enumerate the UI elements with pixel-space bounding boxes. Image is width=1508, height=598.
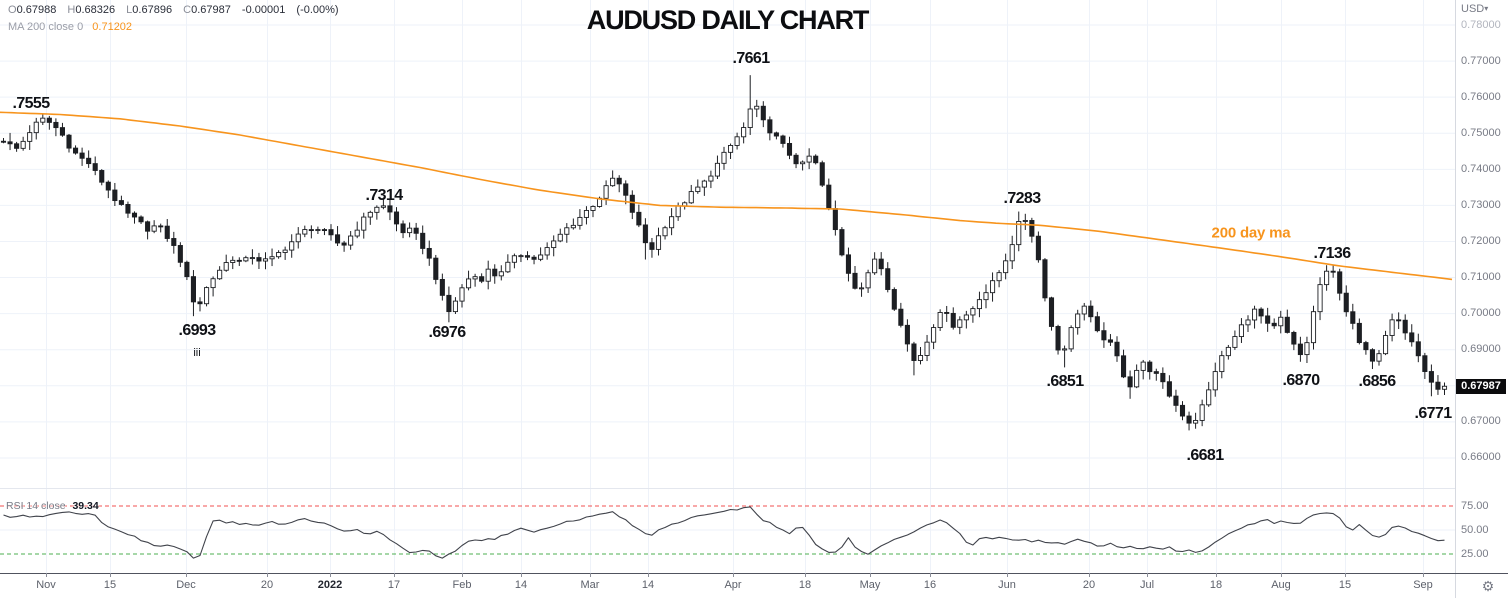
- price-axis-tick: 0.69000: [1461, 343, 1501, 356]
- price-axis-tick: 0.76000: [1461, 90, 1501, 103]
- ma-study-label: MA 200 close 0: [8, 21, 84, 33]
- time-axis-label: 20: [1082, 579, 1096, 591]
- currency-dropdown[interactable]: USD▾: [1461, 3, 1488, 15]
- price-annotation: .7555: [12, 95, 50, 112]
- price-axis-tick: 0.73000: [1461, 198, 1501, 211]
- time-axis-label: 17: [387, 579, 401, 591]
- price-axis-tick: 0.70000: [1461, 307, 1501, 320]
- price-annotation: .7283: [1003, 190, 1041, 207]
- time-axis-label: 18: [798, 579, 812, 591]
- rsi-axis-tick: 75.00: [1461, 499, 1489, 512]
- rsi-study-value: 39.34: [72, 500, 99, 512]
- price-axis-tick: 0.75000: [1461, 126, 1501, 139]
- price-axis-tick: 0.72000: [1461, 234, 1501, 247]
- ma-study-row: MA 200 close 0 0.71202: [8, 21, 132, 33]
- currency-label: USD: [1461, 3, 1485, 15]
- time-axis-label: Dec: [176, 579, 196, 591]
- chart-title: AUDUSD DAILY CHART: [586, 5, 870, 35]
- price-annotation: .6856: [1358, 373, 1396, 390]
- price-axis-tick: 0.77000: [1461, 54, 1501, 67]
- price-annotation: .6771: [1414, 405, 1452, 422]
- time-axis-label: Jun: [998, 579, 1016, 591]
- time-axis-label: 14: [514, 579, 528, 591]
- time-axis-label: Nov: [36, 579, 56, 591]
- ma-line-label: 200 day ma: [1211, 224, 1291, 242]
- open-value: 0.67988: [16, 4, 57, 16]
- settings-gear-icon[interactable]: ⚙: [1481, 578, 1495, 594]
- time-axis-label: 14: [641, 579, 655, 591]
- time-axis-label: Jul: [1139, 579, 1155, 591]
- price-annotation: .7661: [732, 50, 770, 67]
- rsi-axis-tick: 25.00: [1461, 547, 1489, 560]
- price-axis-tick: 0.67000: [1461, 415, 1501, 428]
- price-annotation: .6976: [428, 324, 466, 341]
- price-annotation: .6993: [178, 322, 216, 339]
- time-axis-label: 20: [260, 579, 274, 591]
- last-price-badge: 0.67987: [1456, 378, 1506, 394]
- rsi-study-row: RSI 14 close 39.34: [6, 500, 99, 512]
- time-axis-label: Sep: [1413, 579, 1433, 591]
- close-label: C: [183, 4, 192, 16]
- price-annotation: .6851: [1046, 373, 1084, 390]
- price-axis-tick: 0.71000: [1461, 271, 1501, 284]
- time-axis-label: 18: [1209, 579, 1223, 591]
- time-axis-label: Aug: [1271, 579, 1291, 591]
- price-annotation: .7136: [1313, 245, 1351, 262]
- time-axis-label: 15: [1338, 579, 1352, 591]
- close-value: 0.67987: [191, 4, 231, 16]
- time-axis-label: Feb: [452, 579, 472, 591]
- change-value: -0.00001: [241, 4, 286, 16]
- chevron-down-icon: ▾: [1484, 4, 1489, 13]
- low-label: L: [126, 4, 133, 16]
- ma-study-value: 0.71202: [92, 21, 133, 33]
- rsi-axis-tick: 50.00: [1461, 523, 1489, 536]
- time-axis-label: Apr: [724, 579, 742, 591]
- low-value: 0.67896: [132, 4, 173, 16]
- price-annotation: iii: [193, 347, 201, 359]
- time-axis-label: 2022: [317, 579, 343, 591]
- time-axis-label: 15: [103, 579, 117, 591]
- time-axis-label: Mar: [580, 579, 600, 591]
- price-axis-tick: 0.66000: [1461, 451, 1501, 464]
- change-percent: (-0.00%): [296, 4, 339, 16]
- price-annotation: .6870: [1282, 372, 1320, 389]
- price-axis-tick: 0.74000: [1461, 162, 1501, 175]
- time-axis-label: 16: [923, 579, 937, 591]
- high-label: H: [67, 4, 76, 16]
- open-label: O: [8, 4, 17, 16]
- ohlc-info-bar: O0.67988 H0.68326 L0.67896 C0.67987 -0.0…: [8, 4, 339, 16]
- price-annotation: .7314: [365, 187, 403, 204]
- time-axis-label: May: [859, 579, 881, 591]
- price-axis-tick: 0.78000: [1461, 18, 1501, 31]
- high-value: 0.68326: [75, 4, 116, 16]
- rsi-study-label: RSI 14 close: [6, 500, 66, 512]
- price-annotation: .6681: [1186, 447, 1224, 464]
